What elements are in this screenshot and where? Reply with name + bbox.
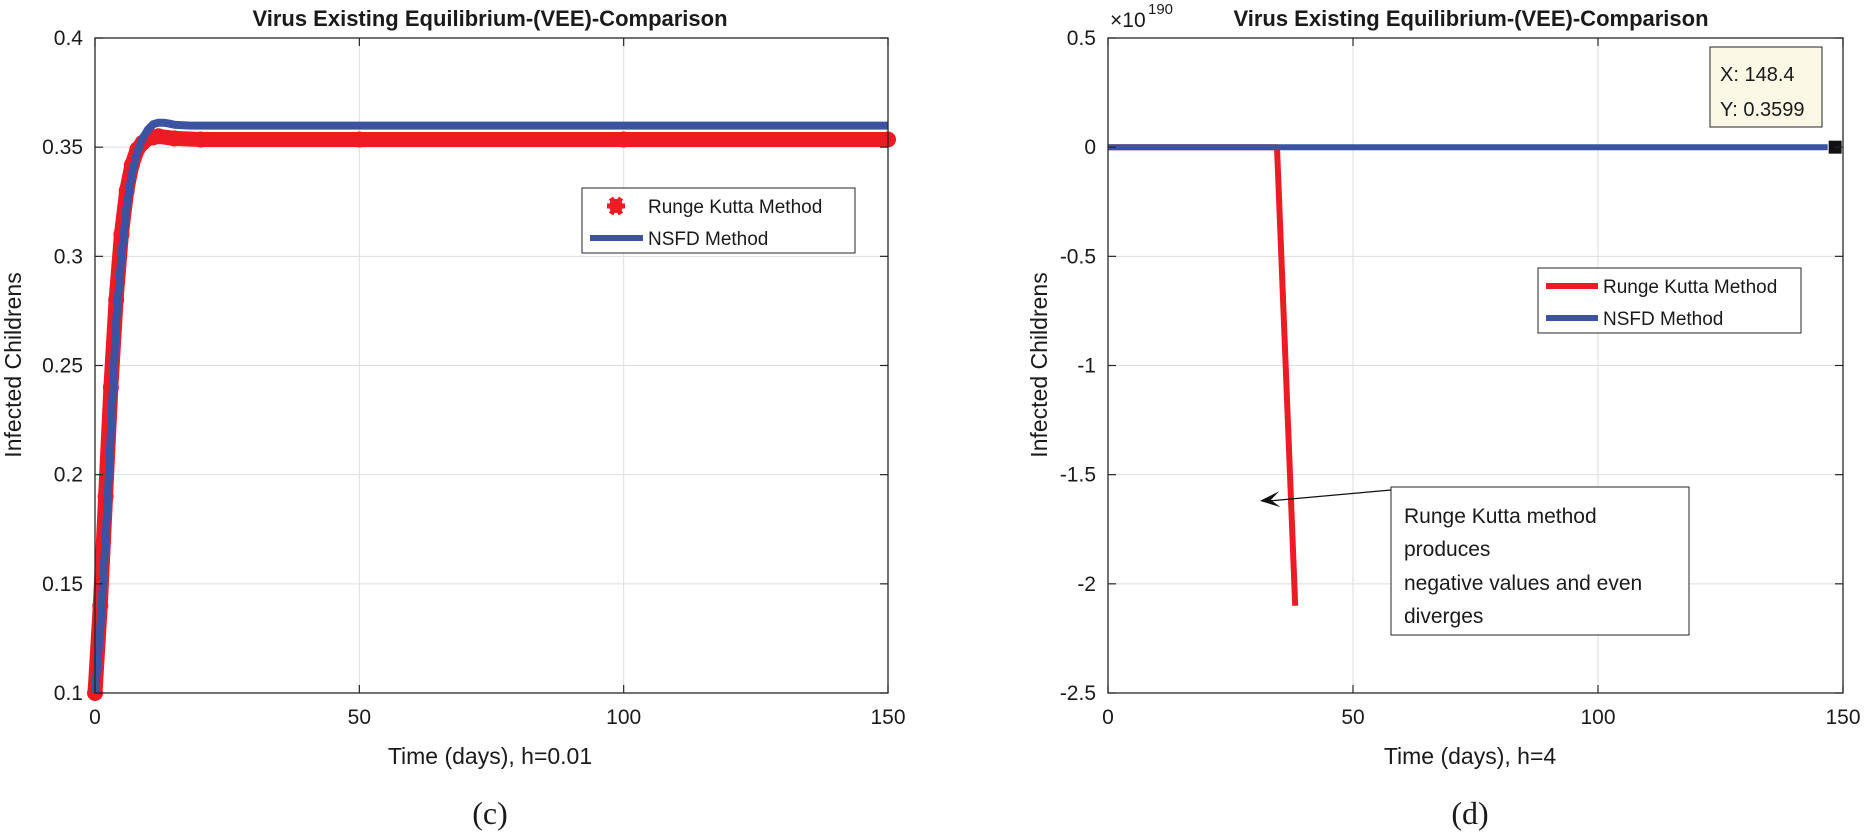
annotation-line-3: negative values and even — [1404, 572, 1642, 595]
y-tick-label: 0.2 — [54, 464, 83, 487]
data-point — [351, 131, 368, 148]
ticks-c: 0 50 100 150 0.1 0.15 0.2 0.25 0.3 0.35 0.4 — [42, 27, 905, 729]
y-tick-label: 0.15 — [42, 573, 83, 596]
caption-d: (d) — [1451, 795, 1488, 831]
annotation-line-4: diverges — [1404, 605, 1483, 628]
y-tick-label: 0.4 — [54, 27, 84, 50]
x-tick-label: 50 — [348, 706, 371, 729]
x-tick-label: 100 — [1580, 706, 1615, 729]
legend-marker-runge-kutta-c — [607, 196, 625, 216]
chart-panel-c: Virus Existing Equilibrium-(VEE)-Compari… — [0, 6, 906, 831]
y-tick-label: -1.5 — [1060, 464, 1096, 487]
y-tick-label: 0.3 — [54, 245, 83, 268]
y-tick-label: -2 — [1077, 573, 1096, 596]
legend-box-c — [581, 187, 856, 254]
annotation-box — [1390, 486, 1690, 636]
data-point — [150, 128, 167, 145]
x-tick-label: 0 — [1102, 706, 1114, 729]
caption-c: (c) — [472, 795, 508, 831]
x-tick-label: 50 — [1341, 706, 1364, 729]
annotation-arrow-shaft — [1269, 489, 1392, 502]
y-exponent-base-d: ×10 — [1110, 9, 1146, 32]
x-tick-label: 150 — [870, 706, 905, 729]
datatip-d: X: 148.4 Y: 0.3599 — [1709, 46, 1823, 128]
legend-box-d — [1537, 267, 1802, 334]
y-tick-label: 0.25 — [42, 355, 83, 378]
legend-c: Runge Kutta Method NSFD Method — [581, 187, 856, 254]
chart-panel-d: Virus Existing Equilibrium-(VEE)-Compari… — [1026, 1, 1861, 831]
annotation-line-2: produces — [1404, 538, 1490, 561]
data-point — [615, 131, 632, 148]
chart-title-c: Virus Existing Equilibrium-(VEE)-Compari… — [252, 6, 727, 31]
legend-label-nsfd-c: NSFD Method — [648, 229, 768, 250]
y-tick-label: -0.5 — [1060, 245, 1096, 268]
x-tick-label: 100 — [606, 706, 641, 729]
y-tick-label: 0.1 — [54, 682, 83, 705]
data-point — [166, 130, 183, 147]
y-exponent-power-d: 190 — [1148, 1, 1173, 18]
datatip-box — [1709, 46, 1823, 128]
legend-label-nsfd-d: NSFD Method — [1603, 309, 1723, 330]
y-tick-label: -1 — [1077, 355, 1096, 378]
datatip-y: Y: 0.3599 — [1720, 99, 1805, 121]
y-tick-label: -2.5 — [1060, 682, 1096, 705]
y-tick-label: 0.5 — [1067, 27, 1096, 50]
ticks-d: 0 50 100 150 -2.5 -2 -1.5 -1 -0.5 0 0.5 — [1060, 27, 1861, 729]
annotation-line-1: Runge Kutta method — [1404, 505, 1597, 528]
x-tick-label: 0 — [89, 706, 101, 729]
y-tick-label: 0 — [1084, 136, 1096, 159]
data-point — [192, 131, 209, 148]
legend-d: Runge Kutta Method NSFD Method — [1537, 267, 1802, 334]
series-group-d — [1108, 139, 1843, 606]
annotation-d: Runge Kutta method produces negative val… — [1259, 486, 1690, 636]
series-group-c — [87, 118, 896, 701]
chart-title-d: Virus Existing Equilibrium-(VEE)-Compari… — [1233, 6, 1708, 31]
x-axis-label-c: Time (days), h=0.01 — [388, 743, 592, 769]
series-nsfd-line — [91, 118, 888, 694]
y-axis-label-d: Infected Childrens — [1026, 272, 1052, 457]
legend-label-runge-kutta-d: Runge Kutta Method — [1603, 277, 1777, 298]
x-tick-label: 150 — [1825, 706, 1860, 729]
y-tick-label: 0.35 — [42, 136, 83, 159]
series-runge-kutta-line — [1108, 144, 1299, 606]
datatip-x: X: 148.4 — [1720, 64, 1795, 86]
annotation-arrow — [1259, 489, 1392, 508]
annotation-arrow-head — [1259, 491, 1281, 508]
x-axis-label-d: Time (days), h=4 — [1384, 743, 1557, 769]
legend-label-runge-kutta-c: Runge Kutta Method — [648, 197, 822, 218]
y-axis-label-c: Infected Childrens — [0, 272, 26, 457]
